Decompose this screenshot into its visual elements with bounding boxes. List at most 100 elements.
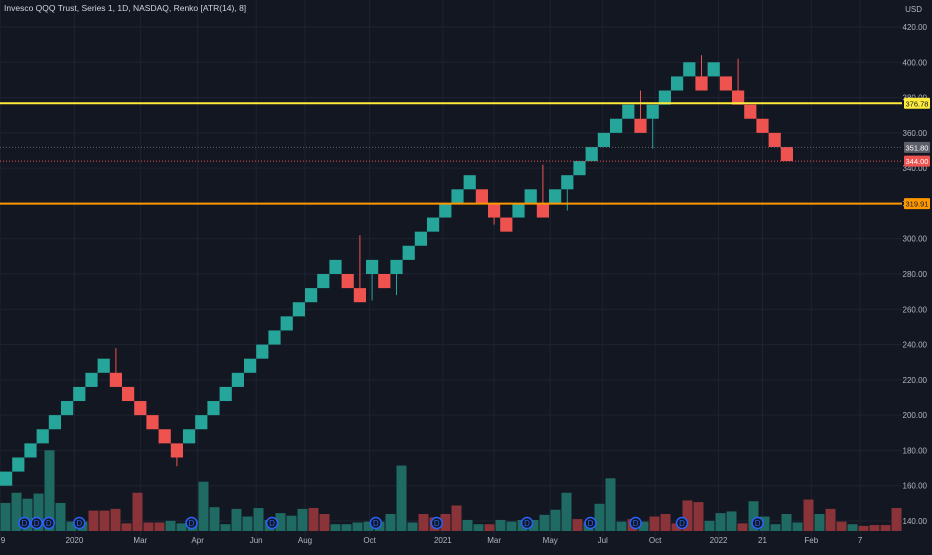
renko-brick-up bbox=[195, 415, 208, 430]
dividend-badge: D bbox=[520, 516, 534, 530]
renko-brick-down bbox=[768, 132, 781, 147]
x-axis-tick-label: Mar bbox=[133, 536, 147, 545]
volume-bar bbox=[363, 521, 374, 531]
volume-bar bbox=[891, 508, 902, 531]
volume-bar bbox=[781, 514, 792, 531]
dividend-badge-circle bbox=[42, 516, 56, 530]
renko-brick-up bbox=[524, 189, 537, 204]
y-axis-tick-label: 300.00 bbox=[903, 235, 928, 244]
dividend-badge-circle bbox=[30, 516, 43, 530]
volume-bar bbox=[693, 502, 704, 531]
dividend-badge-label: D bbox=[76, 519, 82, 528]
dividend-badge-label: D bbox=[633, 519, 639, 528]
renko-brick-down bbox=[756, 118, 769, 133]
volume-bar bbox=[143, 522, 154, 531]
volume-bar bbox=[528, 519, 539, 531]
renko-brick-up bbox=[24, 443, 37, 458]
renko-brick-up bbox=[671, 76, 684, 91]
volume-bar bbox=[176, 523, 187, 531]
renko-brick-up bbox=[12, 457, 25, 472]
renko-brick-up bbox=[610, 118, 623, 133]
dividend-badge: D bbox=[185, 516, 198, 530]
volume-bar bbox=[748, 501, 759, 531]
dividend-badge-label: D bbox=[373, 519, 379, 528]
dividend-badge: D bbox=[629, 516, 642, 530]
renko-brick-up bbox=[573, 161, 586, 176]
renko-brick-down bbox=[732, 90, 745, 105]
volume-bar bbox=[715, 513, 726, 531]
volume-bar bbox=[198, 481, 209, 531]
volume-bar bbox=[396, 465, 407, 531]
volume-bar bbox=[550, 509, 561, 531]
dividend-badge-label: D bbox=[189, 519, 195, 528]
x-axis-tick-label: Oct bbox=[363, 536, 376, 545]
volume-bar bbox=[649, 516, 660, 531]
renko-brick-up bbox=[683, 62, 696, 77]
axis-price-tag-label: 319.91 bbox=[906, 200, 929, 209]
renko-brick-down bbox=[122, 386, 135, 402]
dividend-badge-circle bbox=[265, 516, 279, 530]
volume-bar bbox=[22, 498, 33, 531]
renko-brick-down bbox=[475, 189, 488, 204]
volume-bar bbox=[572, 519, 583, 531]
renko-brick-up bbox=[207, 401, 220, 416]
volume-bar bbox=[539, 514, 550, 531]
volume-bar bbox=[869, 525, 880, 531]
y-axis-tick-label: 180.00 bbox=[903, 446, 928, 455]
dividend-badge: D bbox=[675, 516, 689, 530]
renko-brick-up bbox=[305, 288, 318, 303]
axis-price-tag-bg bbox=[904, 198, 930, 210]
dividend-badge-circle bbox=[369, 516, 383, 530]
axis-price-tag: 344.00 bbox=[904, 155, 930, 167]
volume-bar bbox=[594, 503, 605, 531]
renko-brick-down bbox=[146, 415, 159, 430]
volume-bar bbox=[440, 514, 451, 531]
renko-brick-up bbox=[280, 316, 293, 331]
dividend-badge: D bbox=[584, 516, 597, 530]
dividend-badge-label: D bbox=[588, 519, 594, 528]
x-axis-tick-label: 7 bbox=[858, 536, 863, 545]
renko-brick-down bbox=[378, 274, 391, 289]
renko-brick-down bbox=[158, 429, 171, 444]
x-axis-tick-label: Jul bbox=[598, 536, 608, 545]
renko-brick-up bbox=[366, 259, 379, 274]
renko-brick-down bbox=[500, 217, 513, 232]
volume-bar bbox=[341, 524, 352, 531]
volume-bar bbox=[770, 524, 781, 531]
volume-bar bbox=[407, 522, 418, 531]
dividend-badge-circle bbox=[185, 516, 198, 530]
volume-bar bbox=[825, 508, 836, 531]
renko-brick-up bbox=[317, 274, 330, 289]
dividend-badge-label: D bbox=[434, 519, 440, 528]
volume-bar bbox=[726, 511, 737, 531]
renko-brick-up bbox=[451, 189, 464, 204]
renko-brick-up bbox=[622, 104, 635, 119]
volume-bar bbox=[462, 519, 473, 531]
renko-brick-up bbox=[390, 259, 403, 274]
renko-brick-up bbox=[48, 415, 61, 430]
volume-bar bbox=[638, 521, 649, 531]
volume-bar bbox=[220, 524, 231, 531]
axis-price-tag: 319.91 bbox=[904, 198, 930, 210]
y-axis-tick-label: 420.00 bbox=[903, 23, 928, 32]
axis-price-tag: 351.80 bbox=[904, 141, 930, 153]
dividend-badge: D bbox=[30, 516, 43, 530]
y-axis-tick-label: 400.00 bbox=[903, 58, 928, 67]
renko-brick-down bbox=[170, 443, 183, 458]
volume-bar bbox=[209, 507, 220, 531]
renko-brick-down bbox=[695, 76, 708, 91]
dividend-badge-circle bbox=[430, 516, 444, 530]
y-axis-tick-label: 140.00 bbox=[903, 517, 928, 526]
x-axis-tick-label: 2021 bbox=[434, 536, 452, 545]
renko-brick-down bbox=[488, 203, 501, 218]
dividend-badge-circle bbox=[675, 516, 689, 530]
volume-bar bbox=[495, 519, 506, 531]
renko-brick-down bbox=[634, 118, 647, 133]
renko-brick-up bbox=[427, 217, 440, 232]
dividend-badge-circle bbox=[73, 516, 86, 530]
renko-brick-up bbox=[244, 358, 257, 373]
x-axis-tick-label: 21 bbox=[758, 536, 767, 545]
renko-brick-down bbox=[536, 203, 549, 218]
